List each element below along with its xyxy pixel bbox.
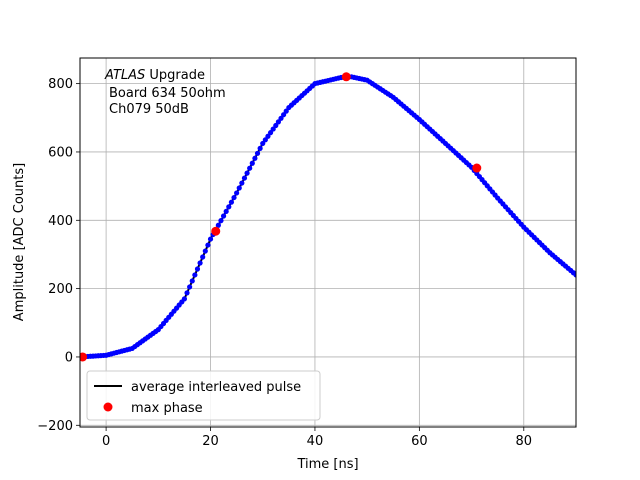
sample-point [281, 112, 287, 118]
sample-point [267, 130, 274, 136]
sample-point [247, 165, 253, 171]
sample-point [239, 180, 245, 186]
sample-point [236, 185, 242, 191]
sample-point [226, 204, 232, 210]
y-tick-label: −200 [37, 419, 73, 434]
x-axis: 0 20 40 60 80 [102, 427, 532, 449]
sample-point [223, 208, 229, 215]
sample-point [205, 242, 211, 248]
sample-point [220, 213, 227, 219]
annotation-line3: Ch079 50dB [109, 102, 189, 117]
plot-frame [79, 57, 577, 428]
sample-point [262, 137, 268, 143]
grid [80, 58, 576, 427]
legend-box [86, 370, 321, 421]
max-phase-point [80, 352, 88, 362]
sample-point [270, 126, 276, 132]
sample-point [231, 194, 237, 201]
sample-point [218, 218, 224, 224]
sample-point [187, 284, 193, 290]
legend-marker-swatch [103, 402, 113, 412]
annotation-experiment-suffix: Upgrade [145, 68, 205, 83]
max-phase-point [341, 72, 351, 82]
sample-point [215, 222, 221, 228]
sample-point [244, 170, 250, 176]
annotation-line2: Board 634 50ohm [109, 86, 226, 101]
sample-point [241, 175, 248, 181]
plot-area-clip [80, 72, 576, 362]
max-phase-point [472, 163, 482, 173]
annotation-line1: ATLAS Upgrade [104, 68, 205, 83]
y-tick-label: 200 [48, 282, 73, 297]
legend: average interleaved pulse max phase [86, 370, 321, 421]
sample-point [194, 266, 201, 272]
sample-point [202, 248, 208, 254]
sample-point [181, 296, 188, 302]
max-phase-point [211, 226, 221, 236]
sample-point [189, 278, 195, 284]
sample-point [234, 190, 240, 196]
x-tick-label: 80 [516, 434, 533, 449]
legend-label-max-phase: max phase [131, 401, 203, 416]
sample-point [207, 236, 214, 242]
legend-label-average-pulse: average interleaved pulse [131, 380, 301, 395]
sample-point [257, 145, 263, 151]
x-tick-label: 60 [411, 434, 428, 449]
sample-point [228, 199, 235, 205]
sample-point [254, 150, 261, 156]
x-tick-label: 20 [202, 434, 219, 449]
sample-point [573, 272, 576, 278]
sample-point [278, 115, 284, 121]
y-tick-label: 800 [48, 77, 73, 92]
y-axis-label: Amplitude [ADC Counts] [12, 163, 27, 321]
y-tick-label: 400 [48, 214, 73, 229]
x-tick-label: 40 [307, 434, 324, 449]
annotation-experiment: ATLAS [104, 68, 145, 83]
sample-point [200, 254, 206, 260]
sample-point [252, 155, 258, 161]
plot-series [80, 72, 576, 362]
sample-point [260, 140, 266, 147]
sample-point [265, 133, 271, 139]
annotation: ATLAS Upgrade Board 634 50ohm Ch079 50dB [104, 68, 226, 117]
x-axis-label: Time [ns] [296, 457, 358, 472]
sample-point [197, 260, 203, 266]
sample-point [273, 122, 279, 129]
y-axis: −200 0 200 400 600 800 [37, 77, 80, 434]
y-tick-label: 600 [48, 145, 73, 160]
sample-point [283, 108, 289, 114]
y-tick-label: 0 [65, 350, 73, 365]
sample-point [249, 160, 255, 166]
sample-point [192, 272, 198, 278]
x-tick-label: 0 [102, 434, 110, 449]
sample-point [184, 290, 190, 296]
sample-point [275, 119, 281, 125]
